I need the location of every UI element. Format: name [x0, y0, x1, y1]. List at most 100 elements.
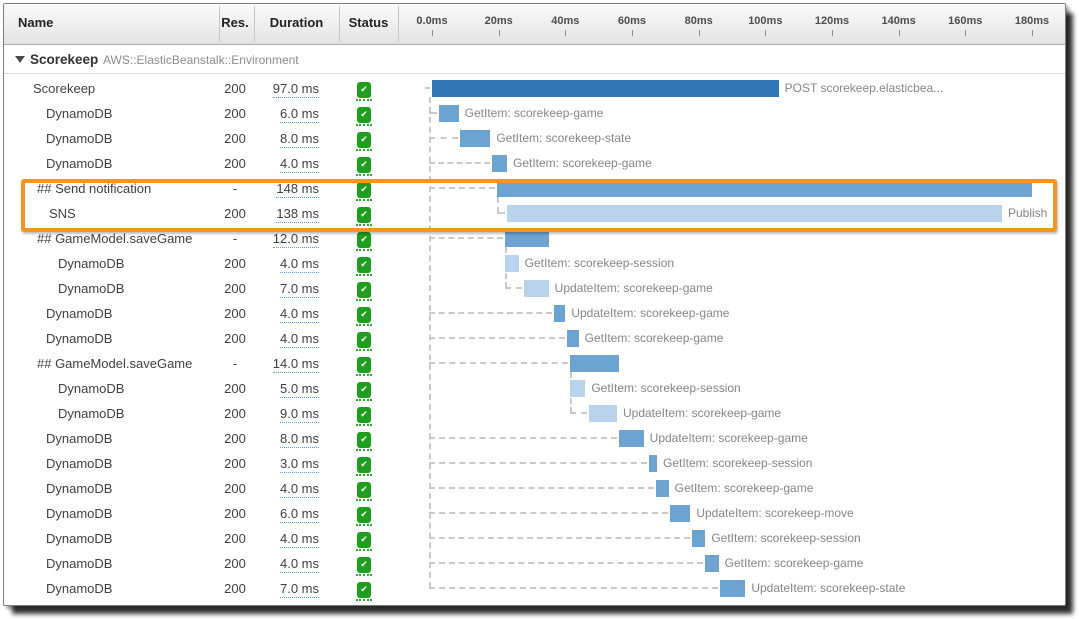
timeline-bar[interactable] — [670, 505, 691, 522]
table-row[interactable]: DynamoDB 200 6.0 ms ✔ GetItem: scorekeep-gam… — [4, 101, 1065, 126]
table-row[interactable]: DynamoDB 200 8.0 ms ✔ UpdateItem: scorekeep-… — [4, 426, 1065, 451]
segment-name[interactable]: DynamoDB — [46, 506, 113, 521]
timeline-bar[interactable] — [506, 205, 1002, 222]
status-ok-check-icon[interactable]: ✔ — [357, 557, 371, 573]
table-row[interactable]: DynamoDB 200 8.0 ms ✔ GetItem: scorekeep-sta… — [4, 126, 1065, 151]
group-name[interactable]: Scorekeep — [30, 52, 99, 67]
duration-value[interactable]: 97.0 ms — [272, 81, 319, 98]
table-row[interactable]: DynamoDB 200 4.0 ms ✔ GetItem: scorekeep-ses… — [4, 526, 1065, 551]
duration-value[interactable]: 4.0 ms — [279, 481, 319, 498]
status-ok-check-icon[interactable]: ✔ — [357, 532, 371, 548]
timeline-bar[interactable] — [570, 380, 586, 397]
timeline-bar[interactable] — [432, 80, 779, 97]
duration-value[interactable]: 4.0 ms — [279, 556, 319, 573]
segment-name[interactable]: DynamoDB — [46, 481, 113, 496]
timeline-bar[interactable] — [705, 555, 719, 572]
status-ok-check-icon[interactable]: ✔ — [357, 582, 371, 598]
duration-value[interactable]: 7.0 ms — [279, 281, 319, 298]
table-row[interactable]: DynamoDB 200 9.0 ms ✔ UpdateItem: scorekeep-… — [4, 401, 1065, 426]
timeline-bar[interactable] — [553, 305, 566, 322]
duration-value[interactable]: 138 ms — [276, 206, 319, 223]
table-row[interactable]: SNS 200 138 ms ✔ Publish — [4, 201, 1065, 226]
status-ok-check-icon[interactable]: ✔ — [357, 107, 371, 123]
table-row[interactable]: ## GameModel.saveGame - 12.0 ms ✔ — [4, 226, 1065, 251]
column-header-name[interactable]: Name — [18, 15, 54, 30]
segment-name[interactable]: DynamoDB — [46, 581, 113, 596]
timeline-bar[interactable] — [491, 155, 507, 172]
duration-value[interactable]: 8.0 ms — [279, 431, 319, 448]
duration-value[interactable]: 4.0 ms — [279, 156, 319, 173]
duration-value[interactable]: 4.0 ms — [279, 256, 319, 273]
table-row[interactable]: DynamoDB 200 4.0 ms ✔ GetItem: scorekeep-ses… — [4, 251, 1065, 276]
segment-name[interactable]: DynamoDB — [46, 156, 113, 171]
segment-name[interactable]: DynamoDB — [46, 131, 113, 146]
segment-name[interactable]: SNS — [49, 206, 76, 221]
table-row[interactable]: DynamoDB 200 4.0 ms ✔ GetItem: scorekeep-gam… — [4, 326, 1065, 351]
table-row[interactable]: DynamoDB 200 4.0 ms ✔ GetItem: scorekeep-gam… — [4, 551, 1065, 576]
duration-value[interactable]: 6.0 ms — [279, 506, 319, 523]
status-ok-check-icon[interactable]: ✔ — [357, 407, 371, 423]
duration-value[interactable]: 7.0 ms — [279, 581, 319, 598]
timeline-bar[interactable] — [618, 430, 644, 447]
timeline-bar[interactable] — [570, 355, 619, 372]
table-row[interactable]: DynamoDB 200 3.0 ms ✔ GetItem: scorekeep-ses… — [4, 451, 1065, 476]
status-ok-check-icon[interactable]: ✔ — [357, 507, 371, 523]
table-row[interactable]: DynamoDB 200 7.0 ms ✔ UpdateItem: scorekeep-… — [4, 276, 1065, 301]
status-ok-check-icon[interactable]: ✔ — [357, 382, 371, 398]
status-ok-check-icon[interactable]: ✔ — [357, 182, 371, 198]
timeline-bar[interactable] — [496, 180, 1032, 197]
segment-name[interactable]: DynamoDB — [58, 256, 125, 271]
segment-name[interactable]: DynamoDB — [58, 381, 125, 396]
status-ok-check-icon[interactable]: ✔ — [357, 482, 371, 498]
table-row[interactable]: DynamoDB 200 4.0 ms ✔ GetItem: scorekeep-gam… — [4, 476, 1065, 501]
status-ok-check-icon[interactable]: ✔ — [357, 232, 371, 248]
segment-name[interactable]: DynamoDB — [46, 431, 113, 446]
table-row[interactable]: DynamoDB 200 4.0 ms ✔ UpdateItem: scorekeep-… — [4, 301, 1065, 326]
segment-name[interactable]: ## GameModel.saveGame — [37, 231, 193, 246]
duration-value[interactable]: 4.0 ms — [279, 531, 319, 548]
column-header-res[interactable]: Res. — [221, 15, 249, 30]
segment-name[interactable]: ## GameModel.saveGame — [37, 356, 193, 371]
duration-value[interactable]: 5.0 ms — [279, 381, 319, 398]
timeline-bar[interactable] — [691, 530, 706, 547]
status-ok-check-icon[interactable]: ✔ — [357, 432, 371, 448]
column-header-duration[interactable]: Duration — [269, 15, 324, 30]
collapse-triangle-icon[interactable] — [15, 56, 25, 63]
timeline-bar[interactable] — [648, 455, 657, 472]
segment-name[interactable]: DynamoDB — [46, 106, 113, 121]
table-row[interactable]: ## GameModel.saveGame - 14.0 ms ✔ — [4, 351, 1065, 376]
duration-value[interactable]: 6.0 ms — [279, 106, 319, 123]
timeline-bar[interactable] — [460, 130, 491, 147]
duration-value[interactable]: 3.0 ms — [279, 456, 319, 473]
status-ok-check-icon[interactable]: ✔ — [357, 282, 371, 298]
segment-name[interactable]: DynamoDB — [46, 531, 113, 546]
timeline-bar[interactable] — [566, 330, 579, 347]
status-ok-check-icon[interactable]: ✔ — [357, 257, 371, 273]
table-row[interactable]: DynamoDB 200 5.0 ms ✔ GetItem: scorekeep-ses… — [4, 376, 1065, 401]
status-ok-check-icon[interactable]: ✔ — [357, 82, 371, 98]
timeline-bar[interactable] — [588, 405, 617, 422]
status-ok-check-icon[interactable]: ✔ — [357, 207, 371, 223]
segment-name[interactable]: DynamoDB — [46, 306, 113, 321]
segment-name[interactable]: DynamoDB — [46, 456, 113, 471]
status-ok-check-icon[interactable]: ✔ — [357, 157, 371, 173]
status-ok-check-icon[interactable]: ✔ — [357, 357, 371, 373]
table-row[interactable]: Scorekeep 200 97.0 ms ✔ POST scorekeep.elast… — [4, 76, 1065, 101]
timeline-bar[interactable] — [505, 230, 549, 247]
segment-name[interactable]: DynamoDB — [46, 556, 113, 571]
trace-group-row[interactable]: Scorekeep AWS::ElasticBeanstalk::Environ… — [4, 45, 1065, 74]
table-row[interactable]: ## Send notification - 148 ms ✔ — [4, 176, 1065, 201]
segment-name[interactable]: ## Send notification — [37, 181, 152, 196]
timeline-bar[interactable] — [505, 255, 519, 272]
duration-value[interactable]: 4.0 ms — [279, 306, 319, 323]
status-ok-check-icon[interactable]: ✔ — [357, 457, 371, 473]
column-header-status[interactable]: Status — [348, 15, 389, 30]
timeline-bar[interactable] — [655, 480, 669, 497]
duration-value[interactable]: 9.0 ms — [279, 406, 319, 423]
duration-value[interactable]: 4.0 ms — [279, 331, 319, 348]
status-ok-check-icon[interactable]: ✔ — [357, 307, 371, 323]
duration-value[interactable]: 148 ms — [276, 181, 319, 198]
table-row[interactable]: DynamoDB 200 6.0 ms ✔ UpdateItem: scorekeep-… — [4, 501, 1065, 526]
duration-value[interactable]: 12.0 ms — [272, 231, 319, 248]
status-ok-check-icon[interactable]: ✔ — [357, 132, 371, 148]
